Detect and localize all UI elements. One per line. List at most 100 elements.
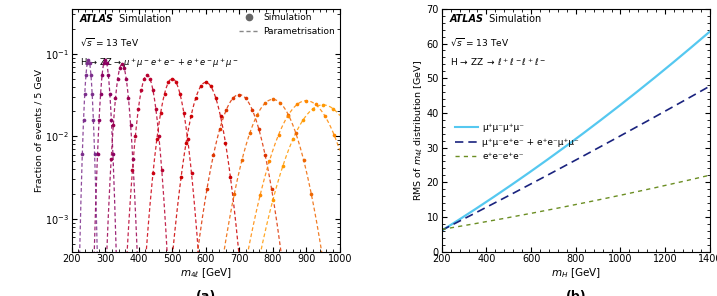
- Point: [236, 158, 247, 163]
- Point: [275, 101, 286, 106]
- Point: [234, 92, 245, 97]
- Point: [123, 96, 134, 101]
- Point: [82, 57, 94, 62]
- Point: [244, 131, 255, 136]
- Legend: μ⁺μ⁻μ⁺μ⁻, μ⁺μ⁻e⁺e⁻ + e⁺e⁻μ⁺μ⁻, e⁺e⁻e⁺e⁻: μ⁺μ⁻μ⁺μ⁻, μ⁺μ⁻e⁺e⁻ + e⁺e⁻μ⁺μ⁻, e⁺e⁻e⁺e⁻: [452, 120, 583, 165]
- Text: (b): (b): [566, 290, 586, 296]
- Text: $\sqrt{s}$ = 13 TeV: $\sqrt{s}$ = 13 TeV: [80, 37, 139, 49]
- Point: [163, 80, 174, 85]
- Point: [200, 80, 212, 85]
- Point: [151, 137, 163, 141]
- Point: [87, 91, 98, 96]
- Point: [190, 95, 201, 100]
- Point: [125, 122, 136, 127]
- Y-axis label: RMS of $m_{4\ell}$ distribution [GeV]: RMS of $m_{4\ell}$ distribution [GeV]: [413, 60, 425, 201]
- Point: [110, 96, 121, 101]
- Y-axis label: Fraction of events / 5 GeV: Fraction of events / 5 GeV: [34, 69, 44, 192]
- Point: [185, 114, 196, 119]
- Point: [291, 102, 303, 107]
- Point: [136, 88, 147, 93]
- Point: [141, 73, 153, 78]
- Point: [84, 61, 95, 66]
- Point: [201, 187, 213, 192]
- Point: [282, 112, 294, 117]
- Point: [273, 132, 285, 137]
- Point: [208, 153, 219, 157]
- Point: [114, 65, 125, 70]
- Point: [107, 152, 118, 157]
- Point: [147, 171, 158, 176]
- Point: [219, 141, 231, 145]
- Text: ATLAS: ATLAS: [80, 14, 114, 24]
- Text: Simulation: Simulation: [486, 14, 541, 24]
- Point: [133, 107, 144, 112]
- Point: [282, 113, 293, 118]
- Point: [205, 84, 217, 89]
- Point: [267, 197, 279, 202]
- Point: [104, 91, 115, 96]
- Point: [227, 96, 239, 101]
- Point: [150, 107, 161, 112]
- Point: [130, 133, 141, 138]
- Point: [328, 132, 340, 137]
- X-axis label: $m_H$ [GeV]: $m_H$ [GeV]: [551, 266, 601, 280]
- Legend: Simulation, Parametrisation: Simulation, Parametrisation: [239, 13, 336, 36]
- Point: [96, 73, 108, 77]
- Point: [85, 73, 97, 77]
- Point: [138, 77, 150, 81]
- Text: ATLAS: ATLAS: [450, 14, 484, 24]
- Point: [214, 126, 226, 131]
- Point: [158, 91, 170, 96]
- Point: [210, 95, 222, 100]
- Point: [240, 96, 252, 101]
- Point: [95, 91, 106, 96]
- Point: [305, 192, 317, 197]
- Point: [100, 57, 111, 62]
- Point: [118, 65, 130, 70]
- Point: [156, 168, 168, 172]
- Point: [92, 152, 103, 157]
- Point: [221, 107, 232, 112]
- Point: [103, 73, 114, 77]
- Point: [80, 73, 92, 77]
- Text: (a): (a): [196, 290, 216, 296]
- Point: [318, 102, 329, 107]
- Point: [153, 133, 165, 138]
- Point: [178, 110, 189, 115]
- Point: [266, 187, 277, 192]
- Point: [77, 118, 89, 123]
- Point: [195, 84, 206, 89]
- Point: [77, 152, 88, 157]
- Point: [319, 113, 331, 118]
- Point: [310, 102, 321, 107]
- Text: H$\,\rightarrow\,$ZZ$\,\rightarrow\,\mu^+\mu^-e^+e^-+e^+e^-\mu^+\mu^-$: H$\,\rightarrow\,$ZZ$\,\rightarrow\,\mu^…: [80, 56, 239, 70]
- Point: [328, 106, 339, 111]
- Point: [116, 62, 128, 66]
- Point: [180, 141, 191, 145]
- Point: [144, 77, 156, 81]
- Text: Simulation: Simulation: [116, 14, 171, 24]
- Point: [79, 91, 90, 96]
- Point: [288, 137, 299, 141]
- Point: [101, 61, 113, 66]
- Point: [127, 157, 138, 161]
- Point: [298, 158, 309, 163]
- Point: [298, 118, 309, 123]
- Point: [87, 118, 99, 123]
- Point: [112, 77, 123, 82]
- Point: [147, 88, 158, 93]
- Point: [255, 193, 266, 198]
- Point: [105, 157, 117, 161]
- Point: [229, 192, 240, 197]
- Point: [171, 80, 182, 85]
- Point: [108, 122, 119, 127]
- Point: [98, 61, 110, 66]
- Point: [186, 171, 197, 176]
- Point: [176, 175, 187, 179]
- X-axis label: $m_{4\ell}$ [GeV]: $m_{4\ell}$ [GeV]: [180, 266, 232, 280]
- Text: H$\,\rightarrow\,$ZZ$\,\rightarrow\,\ell^+\ell^-\ell^+\ell^-$: H$\,\rightarrow\,$ZZ$\,\rightarrow\,\ell…: [450, 56, 546, 68]
- Point: [215, 114, 227, 119]
- Point: [174, 91, 186, 96]
- Point: [277, 163, 289, 168]
- Point: [260, 101, 271, 106]
